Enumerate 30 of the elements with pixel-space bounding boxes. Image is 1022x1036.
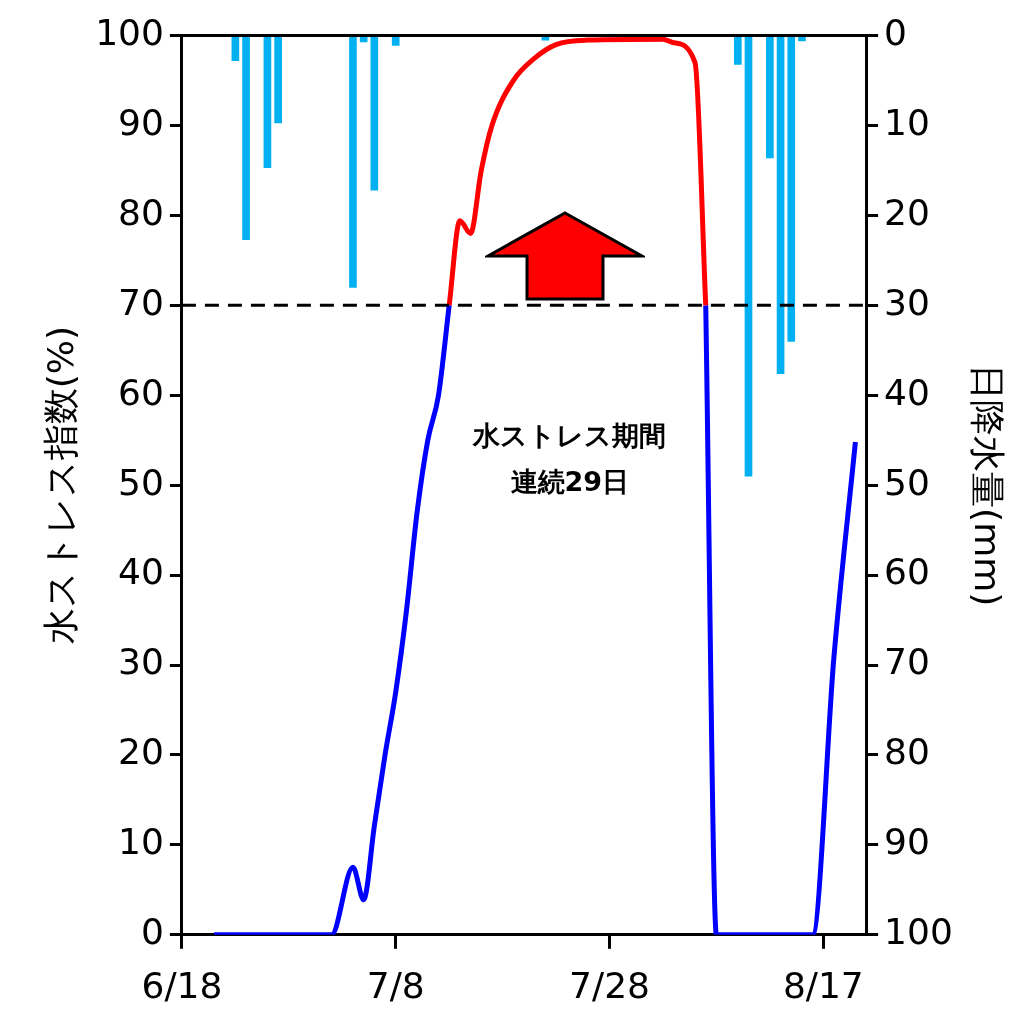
y2-tick-label: 30 [884,281,930,323]
y-tick-label: 0 [141,911,164,953]
annotation: 連続29日 [510,466,630,498]
y2-tick-label: 60 [884,551,930,593]
y2-axis-title: 日降水量(mm) [967,364,1009,607]
y-tick-label: 20 [118,731,164,773]
x-tick-label: 6/18 [141,964,223,1006]
y-tick-label: 10 [118,821,164,863]
y-tick-label: 100 [95,11,164,53]
y-axis-title: 水ストレス指数(%) [39,326,81,645]
y-tick-label: 40 [118,551,164,593]
y-tick-label: 60 [118,371,164,413]
y2-tick-label: 80 [884,731,930,773]
y-tick-label: 90 [118,101,164,143]
y2-tick-label: 0 [884,11,907,53]
y-tick-label: 70 [118,281,164,323]
x-tick-label: 7/8 [366,964,425,1006]
y2-tick-label: 50 [884,461,930,503]
annotation: 水ストレス期間 [472,420,667,452]
x-tick-label: 7/28 [569,964,650,1006]
y-tick-label: 50 [118,461,164,503]
y-tick-label: 30 [118,641,164,683]
y2-tick-label: 70 [884,641,930,683]
x-tick-label: 8/17 [782,964,864,1006]
y2-tick-label: 100 [884,911,953,953]
y2-tick-label: 20 [884,191,930,233]
y2-tick-label: 90 [884,821,930,863]
y-tick-label: 80 [118,191,164,233]
y2-tick-label: 40 [884,371,930,413]
y2-tick-label: 10 [884,101,930,143]
